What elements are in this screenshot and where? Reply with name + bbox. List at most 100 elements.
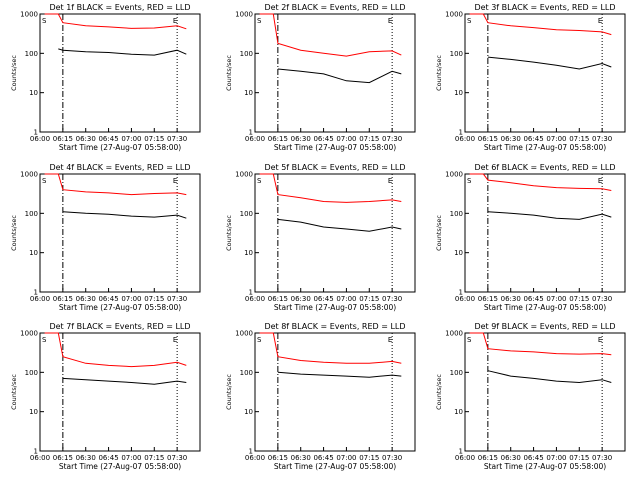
x-tick-label: 07:15: [359, 295, 379, 303]
x-tick-label: 06:30: [501, 454, 521, 462]
series-line: [44, 332, 187, 368]
x-tick-label: 06:45: [98, 454, 118, 462]
x-tick-label: 06:45: [98, 135, 118, 143]
x-tick-label: 06:15: [268, 454, 288, 462]
plot-frame: [254, 173, 416, 293]
plot-frame: [39, 332, 201, 452]
x-axis-label: Start Time (27-Aug-07 05:58:00): [274, 462, 396, 471]
x-tick-label: 07:15: [144, 295, 164, 303]
x-tick-label: 07:00: [121, 135, 141, 143]
x-tick-label: 07:30: [592, 135, 612, 143]
series-line: [44, 13, 187, 30]
plot-frame: [39, 13, 201, 133]
x-tick-label: 07:15: [144, 454, 164, 462]
x-tick-label: 06:30: [76, 295, 96, 303]
x-tick-label: 06:00: [245, 454, 265, 462]
chart-panel: Det 5f BLACK = Events, RED = LLD 1 10 100 10…: [225, 163, 416, 312]
y-tick-label: 10: [29, 89, 38, 97]
y-tick-label: 1: [249, 448, 253, 456]
plot-frame: [254, 13, 416, 133]
chart-title: Det 2f BLACK = Events, RED = LLD: [264, 3, 405, 12]
series-line: [469, 332, 612, 356]
y-tick-label: 1: [34, 129, 38, 137]
chart-panel: Det 3f BLACK = Events, RED = LLD 1 10 100 10…: [435, 3, 626, 152]
x-tick-label: 06:15: [478, 135, 498, 143]
chart-panel: Det 8f BLACK = Events, RED = LLD 1 10 100 10…: [225, 322, 416, 471]
y-tick-label: 1000: [20, 330, 38, 338]
start-marker: S: [42, 17, 47, 25]
plot-frame: [464, 13, 626, 133]
end-marker: E: [388, 336, 392, 344]
y-tick-label: 100: [25, 210, 38, 218]
chart-title: Det 5f BLACK = Events, RED = LLD: [264, 163, 405, 172]
x-tick-label: 07:00: [546, 454, 566, 462]
y-tick-label: 100: [450, 210, 463, 218]
x-tick-label: 07:00: [546, 295, 566, 303]
x-axis-label: Start Time (27-Aug-07 05:58:00): [484, 462, 606, 471]
end-marker: E: [173, 336, 177, 344]
x-tick-label: 07:30: [382, 295, 402, 303]
x-tick-label: 07:30: [382, 135, 402, 143]
y-tick-label: 1000: [20, 171, 38, 179]
x-tick-label: 06:00: [455, 135, 475, 143]
x-tick-label: 06:00: [245, 135, 265, 143]
x-tick-label: 06:45: [523, 135, 543, 143]
x-tick-label: 06:30: [76, 135, 96, 143]
y-tick-label: 10: [454, 408, 463, 416]
y-tick-label: 1000: [235, 171, 253, 179]
series-line: [487, 211, 612, 220]
y-axis-label: Counts/sec: [10, 215, 18, 251]
series-line: [259, 13, 402, 57]
plot-frame: [464, 173, 626, 293]
y-tick-label: 100: [240, 50, 253, 58]
end-marker: E: [598, 17, 602, 25]
x-tick-label: 06:15: [53, 295, 73, 303]
x-tick-label: 06:45: [313, 295, 333, 303]
x-tick-label: 06:00: [455, 295, 475, 303]
y-axis-label: Counts/sec: [435, 374, 443, 410]
end-marker: E: [388, 177, 392, 185]
x-tick-label: 07:15: [359, 454, 379, 462]
chart-title: Det 7f BLACK = Events, RED = LLD: [49, 322, 190, 331]
x-axis-label: Start Time (27-Aug-07 05:58:00): [59, 303, 181, 312]
x-tick-label: 06:00: [455, 454, 475, 462]
y-tick-label: 1: [34, 289, 38, 297]
x-tick-label: 06:15: [478, 295, 498, 303]
series-line: [259, 332, 402, 364]
y-tick-label: 1: [249, 289, 253, 297]
series-line: [277, 218, 402, 232]
x-tick-label: 07:30: [382, 454, 402, 462]
chart-panel: Det 6f BLACK = Events, RED = LLD 1 10 100 10…: [435, 163, 626, 312]
start-marker: S: [42, 336, 47, 344]
y-tick-label: 1000: [445, 11, 463, 19]
x-tick-label: 06:00: [245, 295, 265, 303]
series-line: [58, 48, 187, 56]
start-marker: S: [257, 336, 262, 344]
start-marker: S: [257, 17, 262, 25]
y-tick-label: 10: [244, 249, 253, 257]
y-axis-label: Counts/sec: [225, 215, 233, 251]
y-tick-label: 10: [29, 249, 38, 257]
start-marker: S: [42, 177, 47, 185]
x-tick-label: 07:15: [144, 135, 164, 143]
x-axis-label: Start Time (27-Aug-07 05:58:00): [274, 143, 396, 152]
start-marker: S: [467, 177, 472, 185]
start-marker: S: [257, 177, 262, 185]
y-axis-label: Counts/sec: [10, 374, 18, 410]
plot-frame: [464, 332, 626, 452]
x-tick-label: 07:15: [569, 295, 589, 303]
chart-panel: Det 1f BLACK = Events, RED = LLD 1 10 100 10…: [10, 3, 201, 152]
x-tick-label: 06:30: [501, 295, 521, 303]
chart-title: Det 4f BLACK = Events, RED = LLD: [49, 163, 190, 172]
x-tick-label: 06:15: [53, 135, 73, 143]
y-tick-label: 10: [244, 408, 253, 416]
y-tick-label: 1000: [235, 330, 253, 338]
x-tick-label: 07:30: [167, 135, 187, 143]
start-marker: S: [467, 336, 472, 344]
end-marker: E: [173, 177, 177, 185]
plot-frame: [39, 173, 201, 293]
x-tick-label: 07:30: [167, 454, 187, 462]
end-marker: E: [598, 177, 602, 185]
x-tick-label: 07:00: [336, 135, 356, 143]
